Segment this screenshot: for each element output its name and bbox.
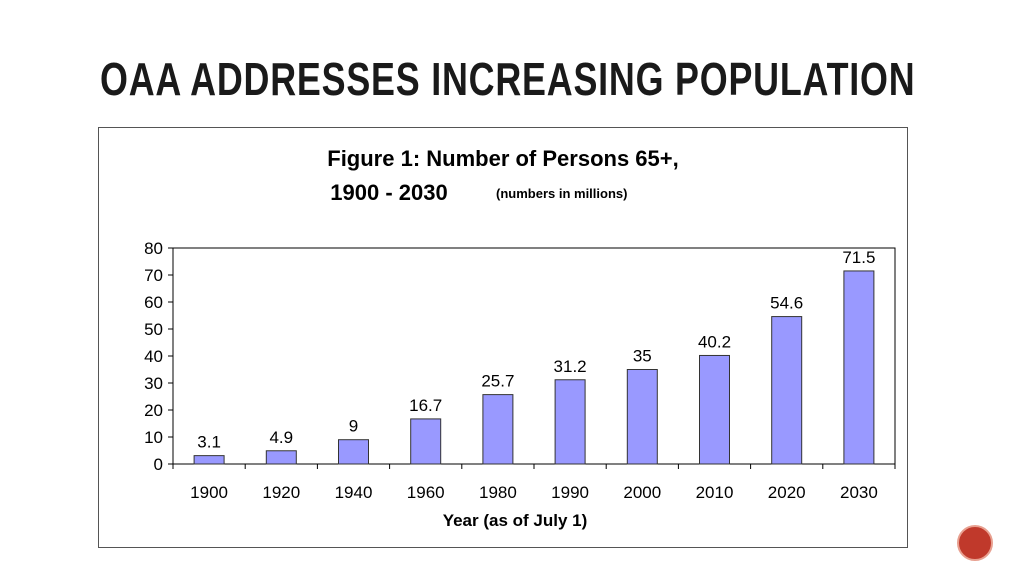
bar-2030 <box>843 270 875 465</box>
bar-1920 <box>265 450 297 465</box>
y-tick-label: 50 <box>144 320 163 339</box>
data-label-1990: 31.2 <box>554 357 587 376</box>
chart-bars <box>193 270 875 465</box>
chart-title-line2: 1900 - 2030 <box>330 180 447 205</box>
chart-subtitle: (numbers in millions) <box>496 186 627 201</box>
chart-frame: Figure 1: Number of Persons 65+, 1900 - … <box>98 127 908 548</box>
y-tick-label: 60 <box>144 293 163 312</box>
y-tick-label: 80 <box>144 239 163 258</box>
bar-1960 <box>410 418 442 465</box>
x-tick-label-1940: 1940 <box>335 483 373 502</box>
x-axis-ticks: 1900 1920 1940 1960 1980 1990 2000 2010 2020 2030 <box>172 464 896 502</box>
x-tick-label-1920: 1920 <box>262 483 300 502</box>
y-tick-label: 40 <box>144 347 163 366</box>
y-tick-label: 70 <box>144 266 163 285</box>
data-label-2030: 71.5 <box>842 248 875 267</box>
bar-chart: Figure 1: Number of Persons 65+, 1900 - … <box>144 146 896 530</box>
y-tick-label: 0 <box>154 455 163 474</box>
y-axis-ticks: 0 10 20 30 40 50 60 70 80 <box>144 239 173 474</box>
y-tick-label: 20 <box>144 401 163 420</box>
data-label-2020: 54.6 <box>770 294 803 313</box>
x-axis-title: Year (as of July 1) <box>443 511 588 530</box>
data-label-1960: 16.7 <box>409 396 442 415</box>
data-label-2010: 40.2 <box>698 332 731 351</box>
x-tick-label-2010: 2010 <box>696 483 734 502</box>
bar-2020 <box>771 316 803 465</box>
x-tick-label-2030: 2030 <box>840 483 878 502</box>
y-tick-label: 10 <box>144 428 163 447</box>
data-label-1900: 3.1 <box>197 433 221 452</box>
chart-title-years: 1900 - 2030 <box>330 180 447 205</box>
bar-1940 <box>338 439 369 465</box>
x-tick-label-1960: 1960 <box>407 483 445 502</box>
x-tick-label-1990: 1990 <box>551 483 589 502</box>
x-tick-label-2020: 2020 <box>768 483 806 502</box>
bar-1900 <box>193 455 225 465</box>
x-tick-label-2000: 2000 <box>623 483 661 502</box>
chart-title-line1: Figure 1: Number of Persons 65+, <box>327 146 678 171</box>
data-label-1920: 4.9 <box>269 428 293 447</box>
x-tick-label-1980: 1980 <box>479 483 517 502</box>
chart-data-labels: 3.1 4.9 9 16.7 25.7 31.2 35 40.2 54.6 71.5 <box>197 248 875 452</box>
bar-1980 <box>482 394 514 465</box>
bar-1990 <box>554 379 586 465</box>
x-tick-label-1900: 1900 <box>190 483 228 502</box>
y-tick-label: 30 <box>144 374 163 393</box>
data-label-2000: 35 <box>633 347 652 366</box>
data-label-1940: 9 <box>349 417 358 436</box>
data-label-1980: 25.7 <box>481 372 514 391</box>
page-number-badge <box>957 525 993 561</box>
bar-2010 <box>699 354 730 465</box>
bar-2000 <box>626 369 658 465</box>
slide-title: OAA ADDRESSES INCREASING POPULATION <box>100 53 916 105</box>
